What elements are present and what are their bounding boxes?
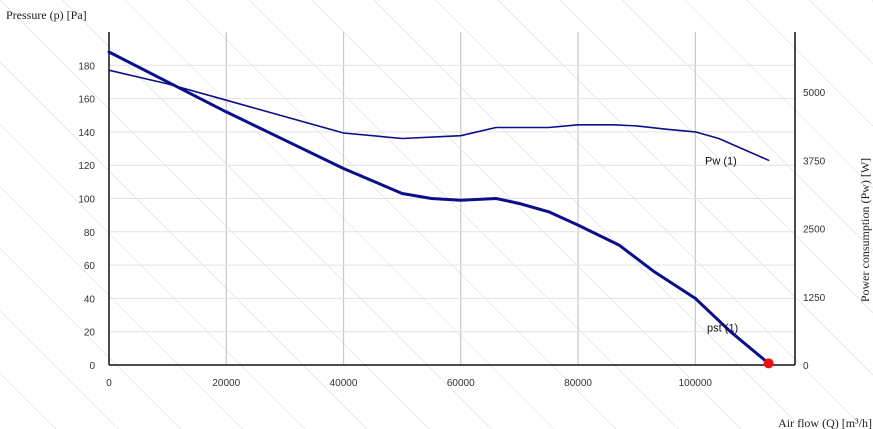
x-tick-label: 100000 [679, 378, 713, 389]
y2-tick-label: 1250 [803, 293, 826, 304]
y2-tick-label: 5000 [803, 88, 826, 99]
y-axis-title: Pressure (p) [Pa] [6, 8, 87, 22]
y-tick-label: 120 [78, 161, 95, 172]
y-tick-label: 80 [84, 228, 96, 239]
y-tick-label: 20 [84, 328, 96, 339]
x-tick-label: 80000 [564, 378, 592, 389]
pw-curve [108, 69, 770, 162]
y-tick-label: 100 [78, 195, 95, 206]
y-tick-label: 0 [89, 361, 95, 372]
y2-tick-label: 3750 [803, 156, 826, 167]
y-tick-label: 140 [78, 128, 95, 139]
x-tick-label: 0 [106, 378, 112, 389]
series-lines: pst (1) Pw (1) [107, 50, 774, 369]
pst-curve [107, 50, 771, 365]
operating-point-marker [763, 358, 774, 369]
y-tick-label: 60 [84, 261, 96, 272]
axes [108, 32, 796, 366]
y-tick-label: 180 [78, 61, 95, 72]
x-tick-label: 40000 [330, 378, 358, 389]
y-tick-label: 160 [78, 95, 95, 106]
tick-labels: 0 20000 40000 60000 80000 100000 0 20 40 60 80 100 1… [78, 61, 825, 389]
x-tick-label: 60000 [447, 378, 475, 389]
y2-tick-label: 0 [803, 361, 809, 372]
x-tick-label: 20000 [212, 378, 240, 389]
x-axis-title: Air flow (Q) [m³/h] [778, 416, 872, 429]
y2-tick-label: 2500 [803, 225, 826, 236]
y-tick-label: 40 [84, 294, 96, 305]
pw-label: Pw (1) [705, 155, 737, 167]
pst-label: pst (1) [707, 323, 738, 335]
y2-axis-title: Power consumption (Pw) [W] [858, 158, 872, 302]
